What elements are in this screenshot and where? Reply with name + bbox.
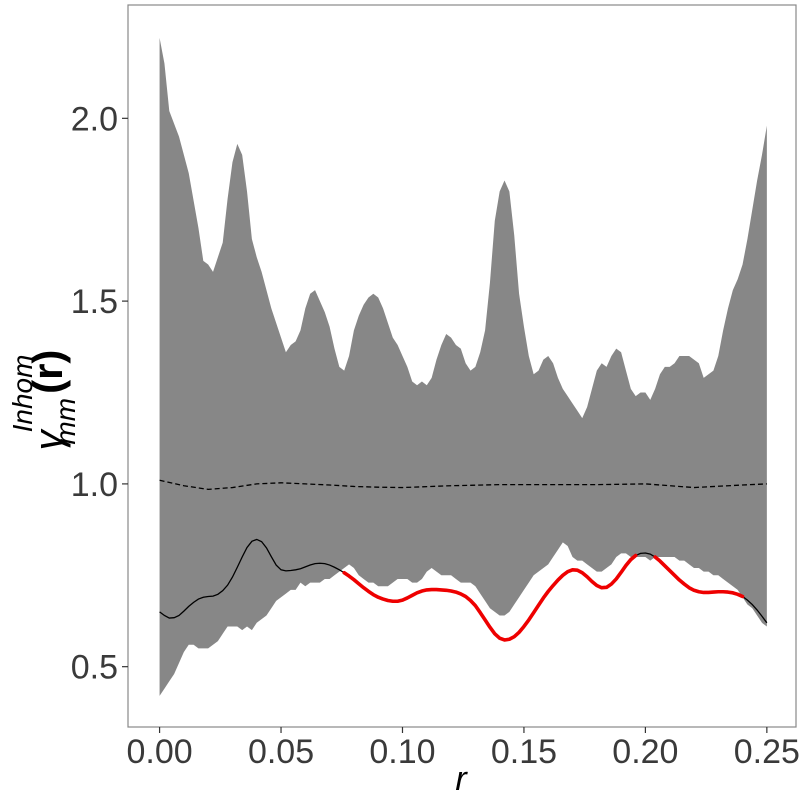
- observed-outside-segment-1: [653, 555, 745, 599]
- theoretical-line: [159, 479, 767, 491]
- y-axis-title-base: γ: [27, 428, 71, 450]
- y-tick-label-3: 2.0: [71, 100, 118, 138]
- panel-border: [127, 4, 797, 728]
- x-tick-label-4: 0.20: [612, 733, 678, 771]
- observed-outside-segment-0: [342, 553, 638, 642]
- x-tick-label-5: 0.25: [734, 733, 800, 771]
- plot-area: [159, 37, 768, 696]
- y-axis: 0.5 1.0 1.5 2.0: [71, 100, 128, 687]
- x-axis: 0.00 0.05 0.10 0.15 0.20 0.25: [126, 727, 800, 771]
- y-tick-label-2: 1.5: [71, 283, 118, 321]
- x-tick-label-1: 0.05: [248, 733, 314, 771]
- y-axis-title-subscript: mm: [50, 398, 81, 445]
- x-axis-title: r: [455, 760, 468, 798]
- y-tick-label-1: 1.0: [71, 466, 118, 504]
- y-axis-title-argument: (r): [24, 350, 71, 394]
- x-tick-label-2: 0.10: [369, 733, 435, 771]
- x-tick-label-0: 0.00: [126, 733, 192, 771]
- y-axis-title: γInhom mm(r): [7, 350, 81, 451]
- y-axis-title-superscript: Inhom: [7, 355, 38, 433]
- envelope-band: [159, 37, 767, 696]
- y-tick-label-0: 0.5: [71, 649, 118, 687]
- x-tick-label-3: 0.15: [491, 733, 557, 771]
